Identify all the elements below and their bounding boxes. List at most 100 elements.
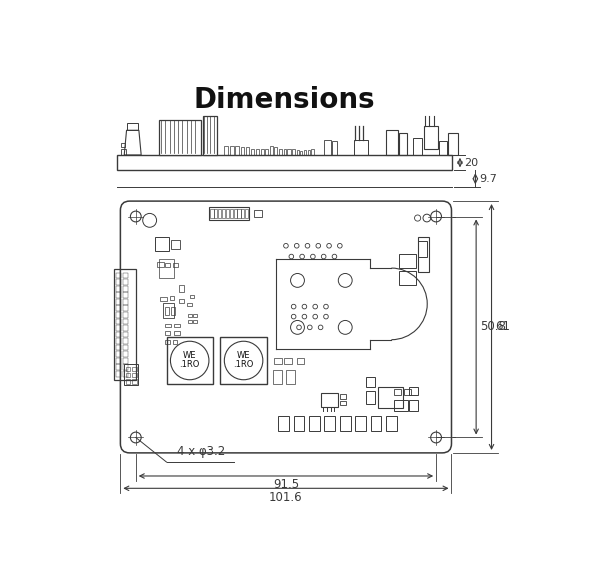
- Bar: [448, 133, 458, 155]
- Bar: [116, 305, 121, 311]
- Bar: [159, 259, 174, 278]
- Bar: [325, 139, 331, 155]
- Bar: [155, 238, 169, 251]
- Bar: [157, 262, 164, 267]
- Bar: [116, 358, 121, 363]
- Bar: [171, 240, 181, 249]
- Bar: [238, 209, 241, 218]
- Bar: [366, 391, 375, 404]
- Bar: [203, 116, 217, 155]
- Bar: [116, 318, 121, 324]
- Bar: [278, 416, 289, 431]
- Bar: [132, 373, 137, 377]
- Bar: [409, 387, 418, 395]
- Text: WE: WE: [237, 352, 250, 360]
- Text: 50.8: 50.8: [480, 321, 506, 333]
- Bar: [123, 358, 128, 363]
- Bar: [274, 358, 282, 364]
- Bar: [265, 149, 268, 155]
- Text: .1RO: .1RO: [233, 360, 254, 369]
- Bar: [214, 209, 217, 218]
- Bar: [254, 211, 262, 217]
- Bar: [209, 207, 249, 219]
- Text: .1RO: .1RO: [179, 360, 200, 369]
- Bar: [284, 358, 292, 364]
- Bar: [308, 150, 310, 155]
- Bar: [116, 338, 121, 344]
- Bar: [404, 389, 412, 395]
- Bar: [127, 123, 138, 130]
- Bar: [241, 209, 244, 218]
- Bar: [418, 241, 427, 257]
- Bar: [179, 285, 184, 292]
- Bar: [226, 209, 229, 218]
- Bar: [121, 143, 125, 147]
- Bar: [320, 393, 338, 407]
- Bar: [292, 149, 295, 155]
- Text: 101.6: 101.6: [269, 491, 303, 504]
- Bar: [309, 416, 320, 431]
- Bar: [116, 325, 121, 331]
- Bar: [116, 312, 121, 318]
- Bar: [116, 345, 121, 350]
- Bar: [293, 416, 304, 431]
- Bar: [246, 147, 249, 155]
- Bar: [123, 312, 128, 318]
- Bar: [273, 370, 282, 384]
- Bar: [123, 279, 128, 285]
- Bar: [123, 318, 128, 324]
- Bar: [340, 401, 346, 405]
- Bar: [311, 149, 314, 155]
- Bar: [123, 305, 128, 311]
- PathPatch shape: [124, 130, 141, 155]
- Bar: [187, 303, 192, 306]
- Bar: [173, 263, 178, 267]
- Bar: [371, 416, 382, 431]
- Bar: [260, 149, 263, 155]
- Bar: [332, 141, 337, 155]
- Bar: [116, 371, 121, 377]
- Bar: [116, 286, 121, 291]
- Bar: [116, 292, 121, 298]
- Bar: [116, 351, 121, 357]
- Bar: [274, 147, 277, 155]
- Bar: [123, 286, 128, 291]
- Bar: [159, 121, 201, 155]
- Bar: [279, 149, 282, 155]
- Bar: [165, 324, 171, 328]
- Bar: [245, 209, 248, 218]
- Bar: [413, 138, 422, 155]
- Bar: [286, 370, 295, 384]
- FancyBboxPatch shape: [121, 201, 451, 453]
- Bar: [123, 292, 128, 298]
- Bar: [116, 299, 121, 305]
- Bar: [409, 400, 418, 411]
- Bar: [298, 358, 304, 364]
- Bar: [116, 155, 452, 170]
- Bar: [132, 367, 137, 371]
- Bar: [220, 338, 266, 384]
- Bar: [174, 331, 179, 335]
- Text: Dimensions: Dimensions: [194, 85, 375, 113]
- Bar: [340, 416, 350, 431]
- Bar: [251, 149, 254, 155]
- Bar: [394, 389, 401, 395]
- Text: 61: 61: [496, 321, 511, 333]
- Bar: [230, 209, 233, 218]
- Bar: [116, 273, 121, 278]
- Bar: [340, 394, 346, 399]
- Bar: [439, 141, 447, 155]
- Bar: [394, 400, 407, 411]
- Bar: [126, 373, 130, 377]
- Bar: [188, 314, 192, 316]
- Text: 20: 20: [464, 157, 478, 167]
- Bar: [424, 126, 437, 149]
- Bar: [256, 149, 259, 155]
- Bar: [304, 150, 306, 155]
- Bar: [163, 303, 173, 318]
- Bar: [116, 279, 121, 285]
- Bar: [211, 209, 214, 218]
- Bar: [123, 371, 128, 377]
- Bar: [188, 321, 192, 323]
- Bar: [160, 297, 167, 301]
